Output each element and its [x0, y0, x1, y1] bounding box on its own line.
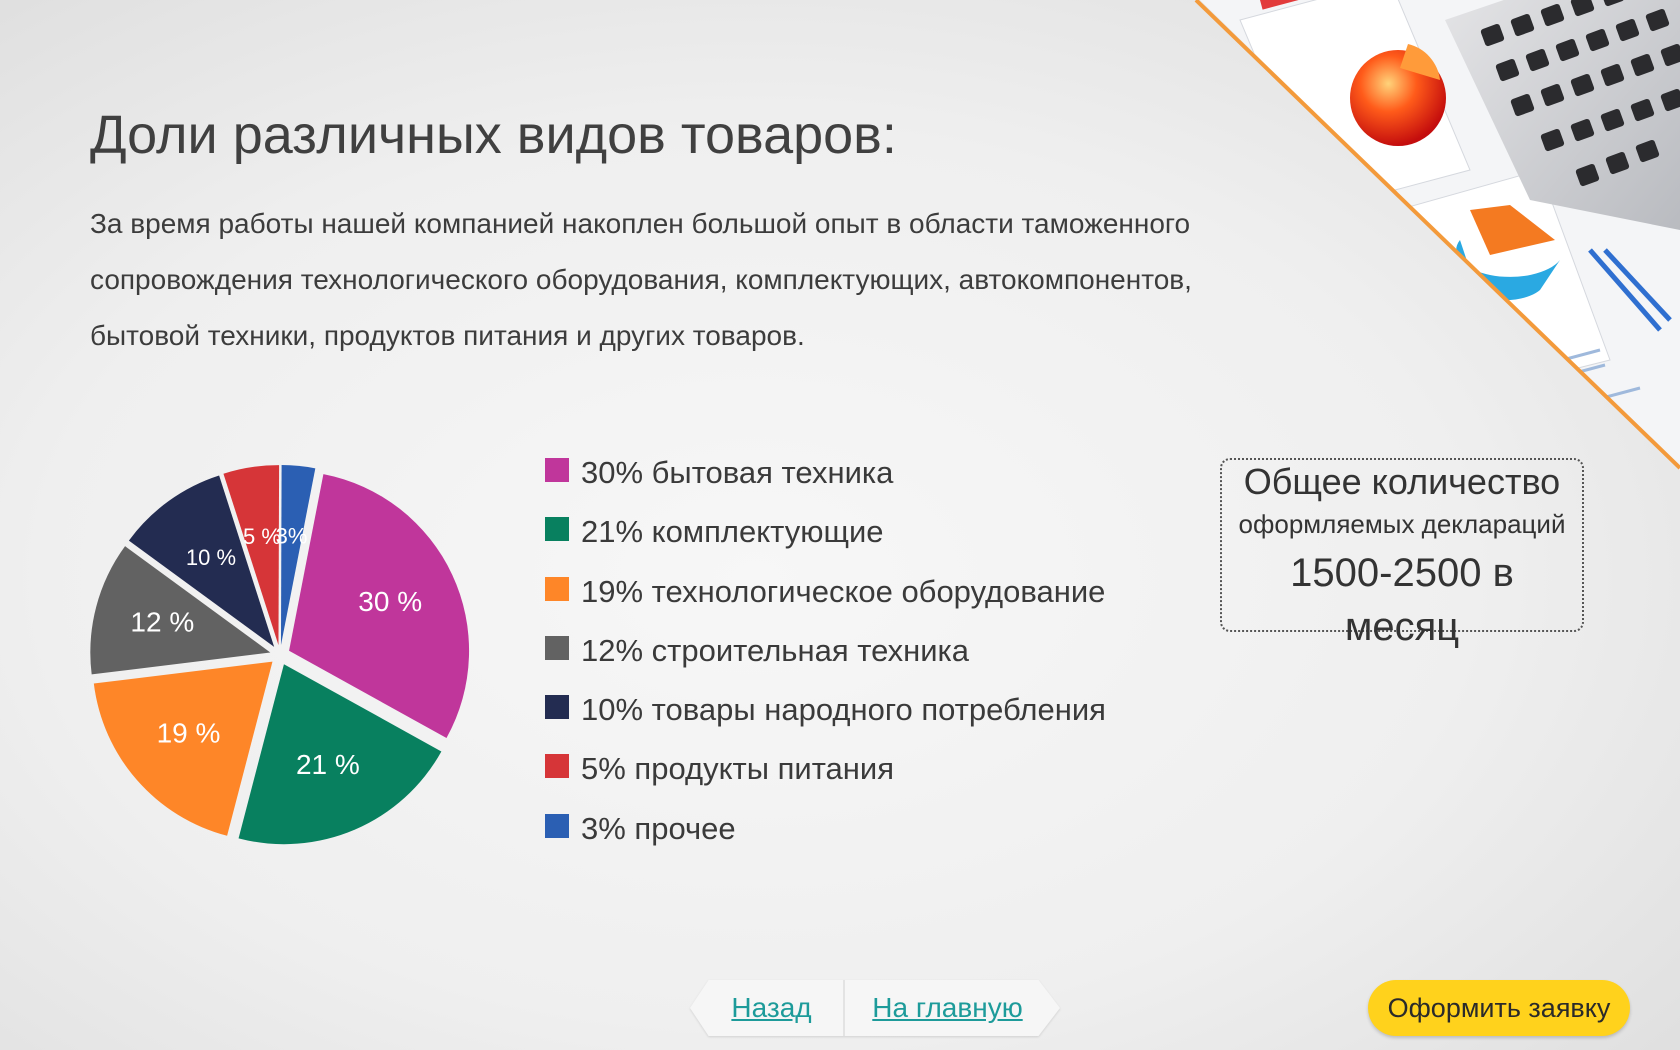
intro-line: сопровождения технологического оборудова… [90, 264, 1192, 295]
legend-item: 5% продукты питания [545, 743, 1106, 802]
legend-item: 10% товары народного потребления [545, 684, 1106, 743]
laptop-icon [1445, 0, 1680, 230]
legend-label: 30% бытовая техника [581, 455, 894, 490]
legend-item: 30% бытовая техника [545, 447, 1106, 506]
pie-chart-icon [1350, 44, 1560, 301]
legend-swatch [545, 576, 569, 601]
declarations-stats-box: Общее количество оформляемых деклараций … [1220, 458, 1584, 649]
legend-label: 3% прочее [581, 810, 736, 846]
pie-slice [238, 664, 442, 845]
page-title: Доли различных видов товаров: [90, 105, 897, 165]
order-request-button[interactable]: Оформить заявку [1368, 980, 1630, 1036]
legend-label: 12% строительная техника [581, 632, 970, 668]
pie-slice-label: 19 % [157, 717, 221, 748]
legend-item: 3% прочее [545, 803, 1106, 862]
legend-item: 12% строительная техника [545, 625, 1106, 684]
pie-slice [280, 465, 316, 646]
legend-label: 21% комплектующие [581, 514, 884, 550]
pie-slice [93, 661, 273, 836]
pie-slice-label: 10 % [186, 545, 236, 570]
back-link[interactable]: Назад [690, 980, 845, 1036]
pie-slice-label: 21 % [296, 749, 360, 780]
pie-slice-label: 3% [276, 523, 308, 548]
home-link[interactable]: На главную [845, 980, 1060, 1036]
legend-swatch [545, 458, 569, 482]
legend-swatch [545, 517, 569, 542]
legend-swatch [545, 635, 569, 660]
pie-slice [289, 474, 470, 739]
legend-swatch [545, 754, 569, 779]
legend-swatch [545, 813, 569, 838]
stats-value: 1500-2500 в месяц [1222, 546, 1582, 654]
legend-item: 19% технологическое оборудование [545, 566, 1106, 625]
intro-line: За время работы нашей компанией накоплен… [90, 208, 1191, 239]
legend-swatch [545, 695, 569, 720]
legend-item: 21% комплектующие [545, 506, 1106, 565]
pie-slice [128, 475, 275, 647]
stats-subheading: оформляемых деклараций [1238, 509, 1566, 539]
legend-label: 19% технологическое оборудование [581, 573, 1106, 609]
chart-legend: 30% бытовая техника 21% комплектующие 19% … [545, 447, 1106, 862]
stats-value-line: месяц [1344, 605, 1460, 649]
intro-line: бытовой техники, продуктов питания и дру… [90, 320, 805, 351]
pie-slice-label: 5 % [243, 524, 281, 549]
pie-slice [223, 465, 280, 646]
pie-slice-label: 12 % [130, 607, 194, 638]
pie-slice-label: 30 % [358, 586, 422, 617]
intro-text: За время работы нашей компанией накоплен… [90, 196, 1350, 364]
pie-slice [90, 546, 271, 675]
stats-value-line: 1500-2500 в [1290, 551, 1514, 595]
page-navigation: Назад На главную [690, 980, 1060, 1036]
legend-label: 5% продукты питания [581, 751, 895, 787]
legend-label: 10% товары народного потребления [581, 692, 1106, 728]
stats-heading: Общее количество [1243, 461, 1561, 502]
pie-chart: 30 % 21 % 19 % 12 % 10 % 5 %3% [90, 465, 470, 845]
